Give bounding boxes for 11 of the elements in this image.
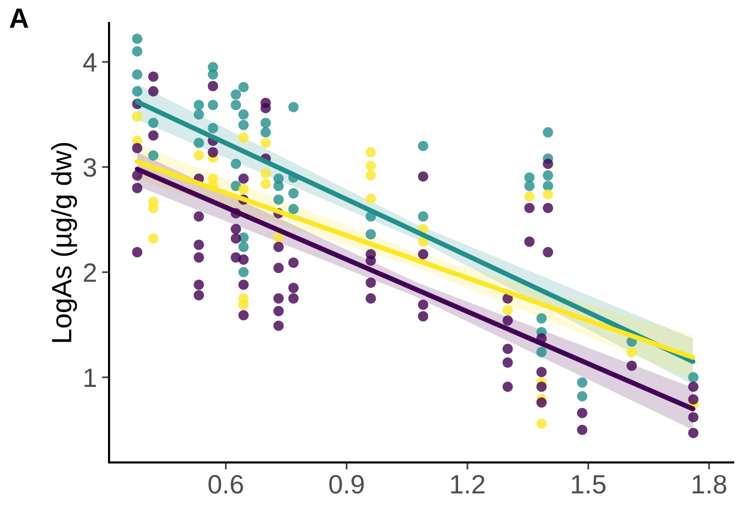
y-tick-label: 3	[84, 158, 96, 177]
y-tick-label: 4	[83, 53, 96, 72]
x-tick-label: 0.6	[208, 474, 243, 494]
text: A	[10, 8, 28, 28]
x-tick-label: 1.8	[692, 474, 726, 494]
y-tick-label: 2	[84, 263, 96, 282]
y-tick-label: 1	[84, 368, 96, 387]
x-tick-label: 1.5	[572, 475, 606, 494]
y-axis-title: LogAs (µg/g dw)	[51, 143, 78, 342]
x-tick-label: 1.2	[451, 474, 484, 494]
x-tick-label: 0.9	[329, 474, 364, 494]
